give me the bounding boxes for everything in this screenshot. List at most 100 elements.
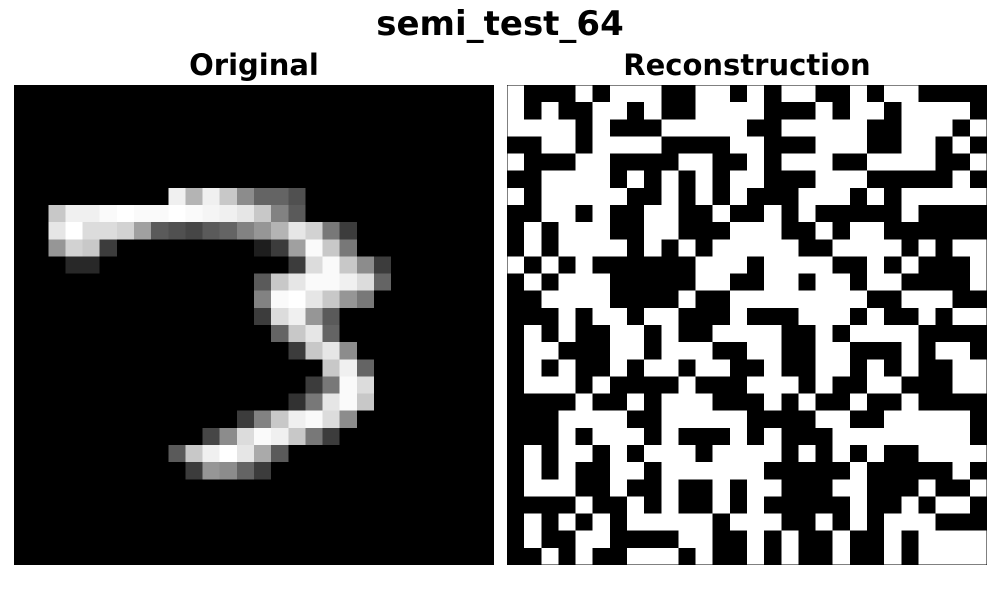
reconstruction-pixel bbox=[918, 136, 936, 154]
reconstruction-pixel bbox=[849, 427, 867, 445]
reconstruction-pixel bbox=[815, 256, 833, 274]
reconstruction-pixel bbox=[798, 393, 816, 411]
original-pixel bbox=[254, 239, 272, 257]
reconstruction-pixel bbox=[969, 547, 987, 565]
original-pixel bbox=[339, 410, 357, 428]
reconstruction-pixel bbox=[558, 273, 576, 291]
reconstruction-pixel bbox=[661, 307, 679, 325]
reconstruction-pixel bbox=[798, 256, 816, 274]
reconstruction-pixel bbox=[867, 256, 885, 274]
reconstruction-pixel bbox=[729, 239, 747, 257]
original-pixel bbox=[202, 462, 220, 480]
original-pixel bbox=[168, 445, 186, 463]
reconstruction-pixel bbox=[884, 273, 902, 291]
reconstruction-pixel bbox=[695, 256, 713, 274]
reconstruction-pixel bbox=[935, 187, 953, 205]
reconstruction-pixel bbox=[627, 85, 645, 103]
original-pixel bbox=[356, 273, 374, 291]
reconstruction-pixel bbox=[849, 239, 867, 257]
reconstruction-pixel bbox=[558, 513, 576, 531]
reconstruction-pixel bbox=[558, 136, 576, 154]
reconstruction-pixel bbox=[884, 153, 902, 171]
reconstruction-pixel bbox=[969, 153, 987, 171]
reconstruction-pixel bbox=[918, 427, 936, 445]
reconstruction-pixel bbox=[884, 427, 902, 445]
reconstruction-pixel bbox=[969, 376, 987, 394]
original-pixel bbox=[219, 222, 237, 240]
reconstruction-pixel bbox=[935, 342, 953, 360]
reconstruction-pixel bbox=[849, 119, 867, 137]
reconstruction-pixel bbox=[541, 136, 559, 154]
reconstruction-pixel bbox=[815, 170, 833, 188]
reconstruction-pixel bbox=[849, 462, 867, 480]
original-pixel bbox=[254, 462, 272, 480]
reconstruction-pixel bbox=[884, 85, 902, 103]
reconstruction-pixel bbox=[592, 102, 610, 120]
reconstruction-pixel bbox=[815, 222, 833, 240]
reconstruction-pixel bbox=[969, 307, 987, 325]
reconstruction-pixel bbox=[695, 187, 713, 205]
original-pixel bbox=[99, 222, 117, 240]
original-pixel bbox=[339, 290, 357, 308]
original-pixel bbox=[288, 187, 306, 205]
original-pixel bbox=[339, 222, 357, 240]
reconstruction-pixel bbox=[575, 393, 593, 411]
reconstruction-pixel bbox=[918, 410, 936, 428]
reconstruction-pixel bbox=[798, 307, 816, 325]
reconstruction-pixel bbox=[558, 376, 576, 394]
reconstruction-pixel bbox=[952, 462, 970, 480]
reconstruction-pixel bbox=[661, 393, 679, 411]
reconstruction-pixel bbox=[695, 530, 713, 548]
reconstruction-pixel bbox=[815, 342, 833, 360]
reconstruction-pixel bbox=[609, 359, 627, 377]
reconstruction-pixel bbox=[661, 205, 679, 223]
reconstruction-pixel bbox=[969, 187, 987, 205]
reconstruction-pixel bbox=[729, 102, 747, 120]
reconstruction-pixel bbox=[661, 462, 679, 480]
original-pixel bbox=[322, 307, 340, 325]
reconstruction-panel-title: Reconstruction bbox=[623, 48, 871, 82]
reconstruction-pixel bbox=[918, 290, 936, 308]
reconstruction-pixel bbox=[849, 496, 867, 514]
original-pixel bbox=[339, 342, 357, 360]
original-pixel bbox=[219, 205, 237, 223]
reconstruction-pixel bbox=[541, 119, 559, 137]
reconstruction-pixel bbox=[712, 410, 730, 428]
reconstruction-pixel bbox=[815, 410, 833, 428]
reconstruction-pixel bbox=[969, 530, 987, 548]
reconstruction-pixel bbox=[592, 170, 610, 188]
reconstruction-pixel bbox=[884, 410, 902, 428]
reconstruction-pixel bbox=[747, 530, 765, 548]
reconstruction-pixel bbox=[969, 479, 987, 497]
reconstruction-pixel bbox=[558, 462, 576, 480]
original-pixel bbox=[288, 325, 306, 343]
reconstruction-pixel bbox=[952, 307, 970, 325]
reconstruction-pixel bbox=[609, 187, 627, 205]
reconstruction-pixel bbox=[661, 427, 679, 445]
reconstruction-pixel bbox=[592, 136, 610, 154]
reconstruction-pixel bbox=[609, 342, 627, 360]
reconstruction-pixel bbox=[644, 102, 662, 120]
reconstruction-pixel bbox=[849, 393, 867, 411]
reconstruction-pixel bbox=[952, 239, 970, 257]
original-pixel bbox=[288, 205, 306, 223]
reconstruction-pixel bbox=[592, 307, 610, 325]
reconstruction-pixel bbox=[815, 307, 833, 325]
original-pixel bbox=[236, 427, 254, 445]
reconstruction-pixel bbox=[747, 496, 765, 514]
reconstruction-pixel bbox=[747, 479, 765, 497]
original-pixel bbox=[356, 359, 374, 377]
reconstruction-pixel bbox=[729, 513, 747, 531]
original-pixel bbox=[254, 187, 272, 205]
reconstruction-pixel bbox=[935, 547, 953, 565]
original-pixel bbox=[305, 376, 323, 394]
original-pixel bbox=[322, 290, 340, 308]
reconstruction-pixel bbox=[592, 119, 610, 137]
reconstruction-pixel bbox=[644, 513, 662, 531]
reconstruction-pixel bbox=[729, 462, 747, 480]
reconstruction-pixel bbox=[575, 187, 593, 205]
original-pixel bbox=[305, 342, 323, 360]
reconstruction-pixel bbox=[969, 359, 987, 377]
reconstruction-pixel bbox=[764, 393, 782, 411]
reconstruction-pixel bbox=[661, 513, 679, 531]
